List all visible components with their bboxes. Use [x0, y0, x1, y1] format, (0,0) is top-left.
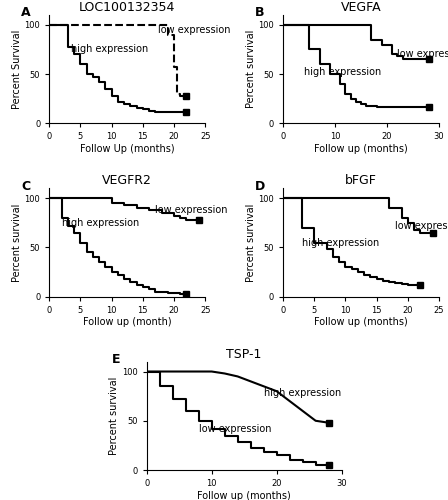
Text: D: D — [255, 180, 265, 192]
Title: VEGFR2: VEGFR2 — [102, 174, 152, 187]
Text: A: A — [21, 6, 31, 20]
Text: E: E — [112, 353, 120, 366]
Y-axis label: Percent survival: Percent survival — [109, 376, 119, 455]
Text: high expression: high expression — [304, 67, 381, 77]
Title: bFGF: bFGF — [345, 174, 377, 187]
X-axis label: Follow up (months): Follow up (months) — [197, 491, 291, 500]
X-axis label: Follow Up (months): Follow Up (months) — [80, 144, 175, 154]
Text: low expression: low expression — [397, 50, 448, 59]
Y-axis label: Percent Survival: Percent Survival — [12, 30, 22, 109]
Text: high expression: high expression — [62, 218, 139, 228]
Text: C: C — [21, 180, 30, 192]
X-axis label: Follow up (months): Follow up (months) — [314, 318, 408, 328]
Title: LOC100132354: LOC100132354 — [79, 1, 176, 14]
Y-axis label: Percent survival: Percent survival — [12, 204, 22, 282]
Text: low expression: low expression — [199, 424, 271, 434]
Y-axis label: Percent survival: Percent survival — [246, 30, 255, 108]
Text: high expression: high expression — [302, 238, 379, 248]
X-axis label: Follow up (month): Follow up (month) — [83, 318, 172, 328]
Text: low expression: low expression — [155, 205, 228, 215]
Text: high expression: high expression — [71, 44, 148, 54]
Title: TSP-1: TSP-1 — [227, 348, 262, 360]
Text: low expression: low expression — [159, 25, 231, 35]
Text: high expression: high expression — [263, 388, 341, 398]
Text: low expression: low expression — [396, 221, 448, 231]
X-axis label: Follow up (months): Follow up (months) — [314, 144, 408, 154]
Title: VEGFA: VEGFA — [341, 1, 381, 14]
Y-axis label: Percent survival: Percent survival — [246, 204, 255, 282]
Text: B: B — [255, 6, 265, 20]
